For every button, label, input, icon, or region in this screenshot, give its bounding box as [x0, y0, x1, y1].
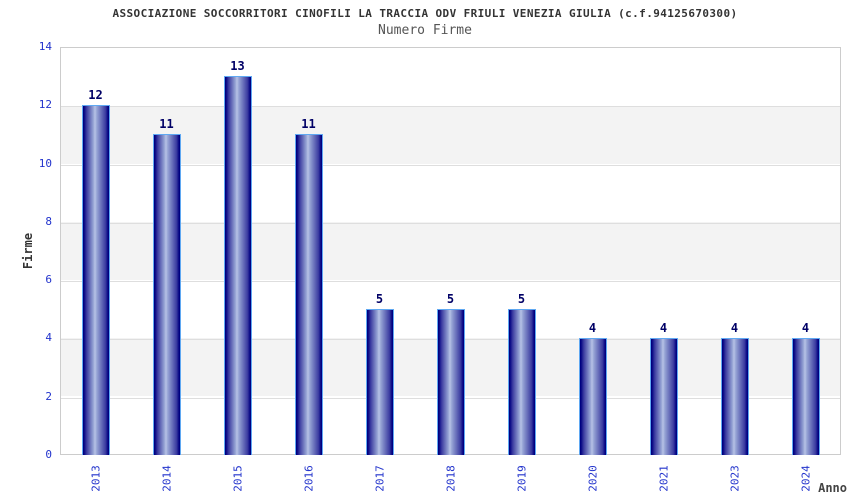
x-axis-title: Anno: [818, 481, 847, 495]
x-tick-label: 2013: [89, 465, 102, 492]
x-tick-label: 2019: [515, 465, 528, 492]
bar-value-label: 4: [588, 321, 597, 336]
bar-2016: [294, 134, 323, 455]
gridline: [61, 164, 840, 166]
x-tick-label: 2018: [444, 465, 457, 492]
y-tick-label: 14: [38, 40, 52, 53]
y-tick-label: 0: [45, 448, 52, 461]
bar-value-label: 5: [446, 292, 455, 307]
y-tick-label: 6: [45, 273, 52, 287]
bar-value-label: 4: [659, 321, 668, 336]
x-tick-label: 2023: [728, 465, 741, 492]
bar-value-label: 12: [88, 88, 103, 103]
y-tick-label: 4: [45, 331, 52, 345]
bar-2023: [720, 338, 749, 455]
gridline: [61, 106, 840, 108]
y-tick-label: 8: [45, 214, 52, 228]
gridline: [61, 281, 840, 283]
bar-value-label: 4: [730, 321, 739, 336]
bar-value-label: 5: [375, 292, 384, 307]
y-tick-label: 10: [38, 156, 52, 170]
chart-title: ASSOCIAZIONE SOCCORRITORI CINOFILI LA TR…: [112, 7, 738, 20]
bar-2013: [81, 105, 110, 455]
bar-2019: [507, 309, 536, 455]
x-tick-label: 2017: [373, 465, 386, 492]
bar-2020: [578, 338, 607, 455]
x-tick-label: 2014: [160, 465, 173, 492]
bar-value-label: 5: [517, 292, 526, 307]
bar-value-label: 13: [230, 59, 245, 74]
bar-2017: [365, 309, 394, 455]
chart-subtitle: Numero Firme: [378, 23, 472, 38]
bar-2014: [152, 134, 181, 455]
bar-2024: [791, 338, 820, 455]
gridline: [61, 222, 840, 224]
x-tick-label: 2015: [231, 465, 244, 492]
y-tick-label: 2: [45, 389, 52, 403]
x-tick-label: 2016: [302, 465, 315, 492]
y-tick-label: 12: [38, 98, 52, 112]
bar-value-label: 11: [301, 117, 316, 132]
bar-value-label: 11: [159, 117, 174, 132]
x-tick-label: 2021: [657, 465, 670, 492]
bar-value-label: 4: [801, 321, 810, 336]
x-tick-label: 2024: [799, 465, 812, 492]
bar-2018: [436, 309, 465, 455]
bar-2015: [223, 76, 252, 455]
bar-2021: [649, 338, 678, 455]
x-tick-label: 2020: [586, 465, 599, 492]
